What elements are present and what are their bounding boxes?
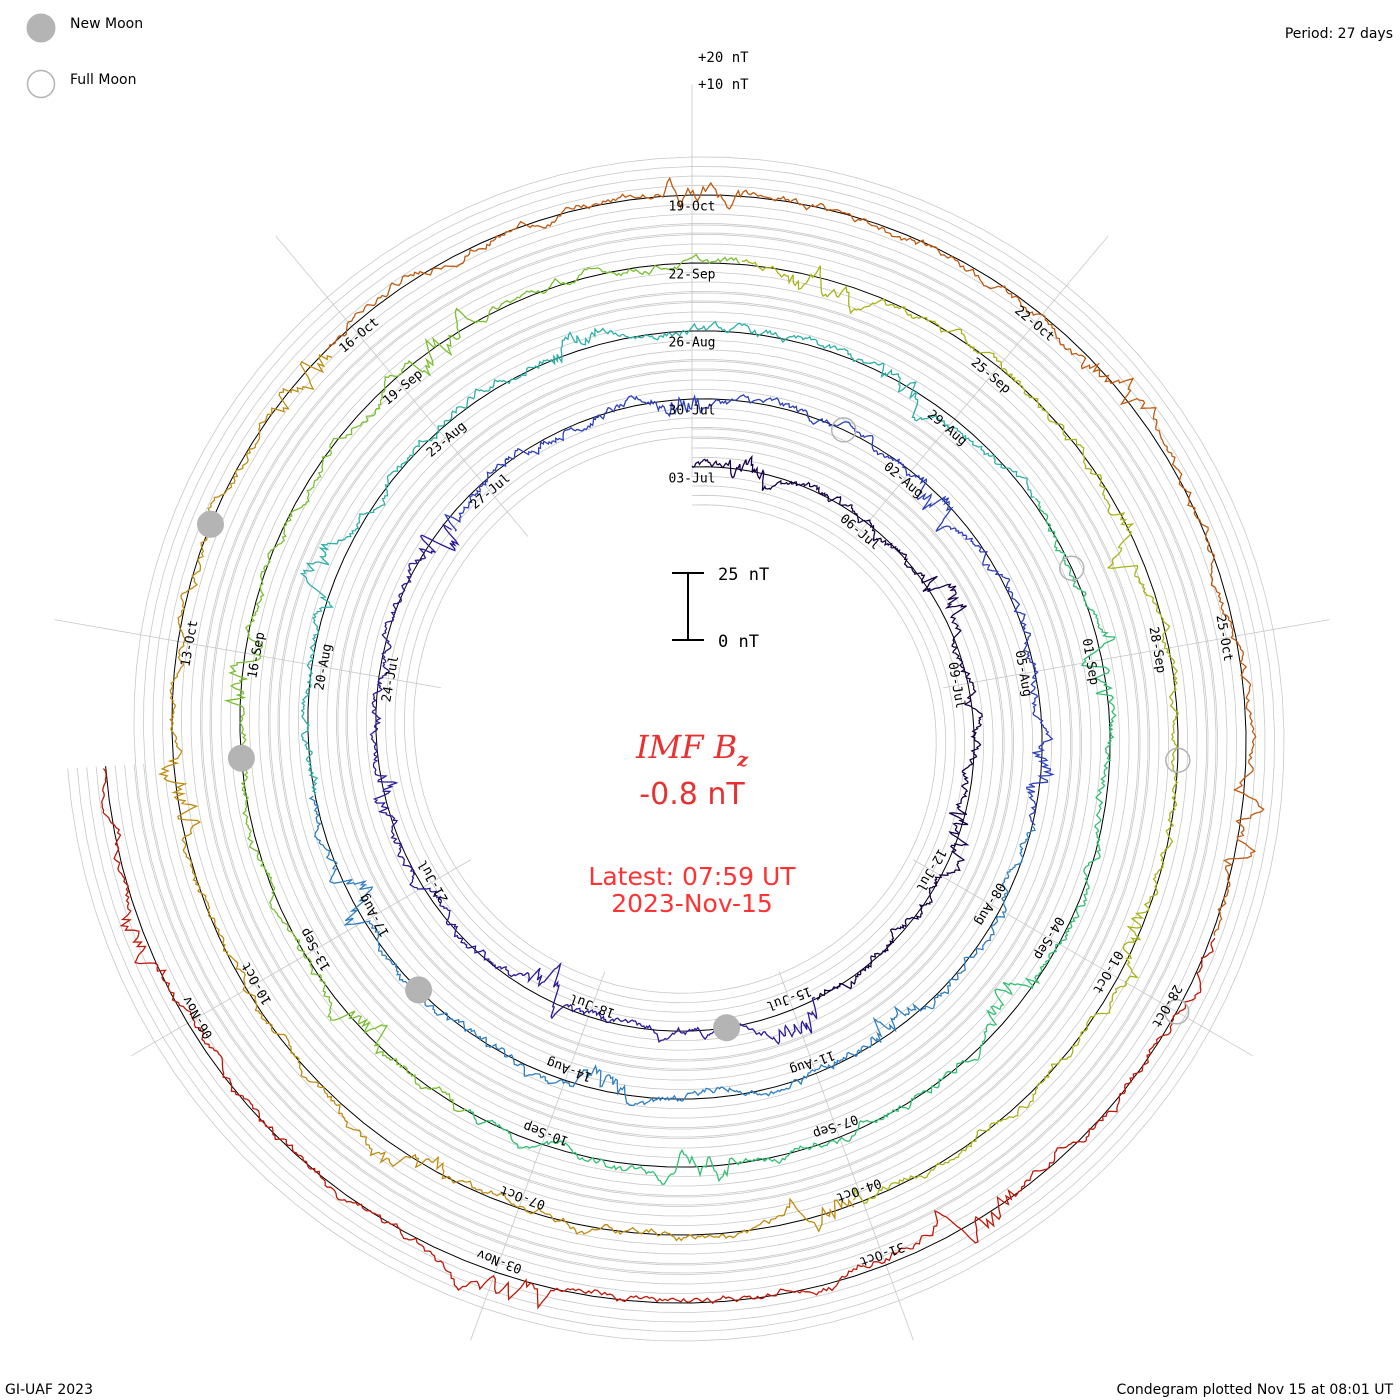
grid-spiral [76,166,1275,1332]
date-label: 24-Jul [379,654,402,703]
bz-series [101,176,1265,1310]
grid-spiral [95,185,1256,1313]
period-label: Period: 27 days [1285,26,1393,42]
date-label: 17-Aug [356,891,392,939]
scale-bar-bottom-label: 0 nT [718,632,759,652]
date-label: 20-Aug [312,643,335,692]
new-moon-marker [713,1014,741,1042]
day-spoke [470,971,606,1341]
bz-trace-segment [157,353,855,1242]
chart-title: IMF Bz [635,728,749,771]
date-label: 04-Oct [834,1175,883,1205]
grid-spiral [143,232,1209,1266]
date-label: 04-Sep [1030,914,1067,962]
day-spoke [275,235,529,537]
full-moon-marker [1165,747,1191,774]
full-moon-legend-icon [26,69,56,99]
date-label: 22-Sep [669,268,716,283]
date-label: 08-Aug [971,880,1007,928]
bz-trace-segment [223,253,741,1113]
date-label: 28-Oct [1148,982,1184,1030]
day-spoke [54,619,441,689]
date-label: 21-Jul [415,857,451,905]
scale-bar: 25 nT 0 nT [672,565,769,652]
scale-bar-top-label: 25 nT [718,565,769,585]
chart-title-subscript: z [736,749,749,771]
day-spoke [912,859,1253,1057]
credit-label: GI-UAF 2023 [5,1382,93,1398]
moon-markers [197,417,1191,1042]
grid-spiral [133,223,1218,1275]
full-moon-marker [830,417,857,443]
date-label: 13-Oct [178,619,201,668]
day-spoke [943,619,1330,689]
date-label: 30-Jul [669,404,716,419]
date-label: 13-Sep [298,925,335,973]
new-moon-marker [227,744,255,772]
current-value: -0.8 nT [639,777,745,812]
date-label: 14-Aug [545,1054,594,1084]
date-label: 18-Jul [568,990,617,1020]
date-label: 31-Oct [857,1239,906,1269]
plotted-label: Condegram plotted Nov 15 at 08:01 UT [1117,1382,1394,1398]
grid-spiral [114,204,1237,1294]
bz-trace-segment [466,497,1117,1186]
date-label: 11-Aug [787,1047,836,1077]
bz-trace-segment [299,320,1035,795]
chart-title-main: IMF B [635,728,737,766]
ref-label-10nt: +10 nT [698,77,749,93]
new-moon-legend-icon [26,13,56,43]
date-label: 01-Oct [1089,948,1125,996]
legend-new-moon-label: New Moon [70,16,143,32]
bz-trace-segment [101,768,1216,1310]
ref-label-20nt: +20 nT [698,50,749,66]
grid-spiral [86,175,1266,1323]
date-label: 15-Jul [764,983,813,1013]
bz-trace-segment [326,176,1265,936]
latest-time: Latest: 07:59 UT [588,862,796,891]
date-label: 26-Aug [669,336,716,351]
date-label: 03-Nov [475,1246,524,1276]
date-label: 12-Jul [912,846,948,894]
bz-trace-segment [308,795,1036,1107]
new-moon-marker [197,510,224,538]
bz-trace-segment [369,523,818,1045]
date-label: 19-Oct [669,200,716,215]
legend-full-moon-label: Full Moon [70,72,136,88]
full-moon-marker [1059,555,1085,581]
latest-date: 2023-Nov-15 [611,889,773,918]
full-moon-marker [1163,999,1190,1025]
date-label: 03-Jul [669,472,716,487]
day-spoke [855,235,1109,537]
legend: New Moon Full Moon [26,13,143,99]
date-label: 10-Sep [521,1118,570,1148]
bz-trace-segment [691,454,983,1001]
bz-trace-segment [741,259,1179,1204]
grid-spiral [67,156,1285,1342]
new-moon-marker [405,976,433,1004]
bz-trace-segment [443,393,1055,826]
date-label: 06-Nov [180,993,217,1041]
